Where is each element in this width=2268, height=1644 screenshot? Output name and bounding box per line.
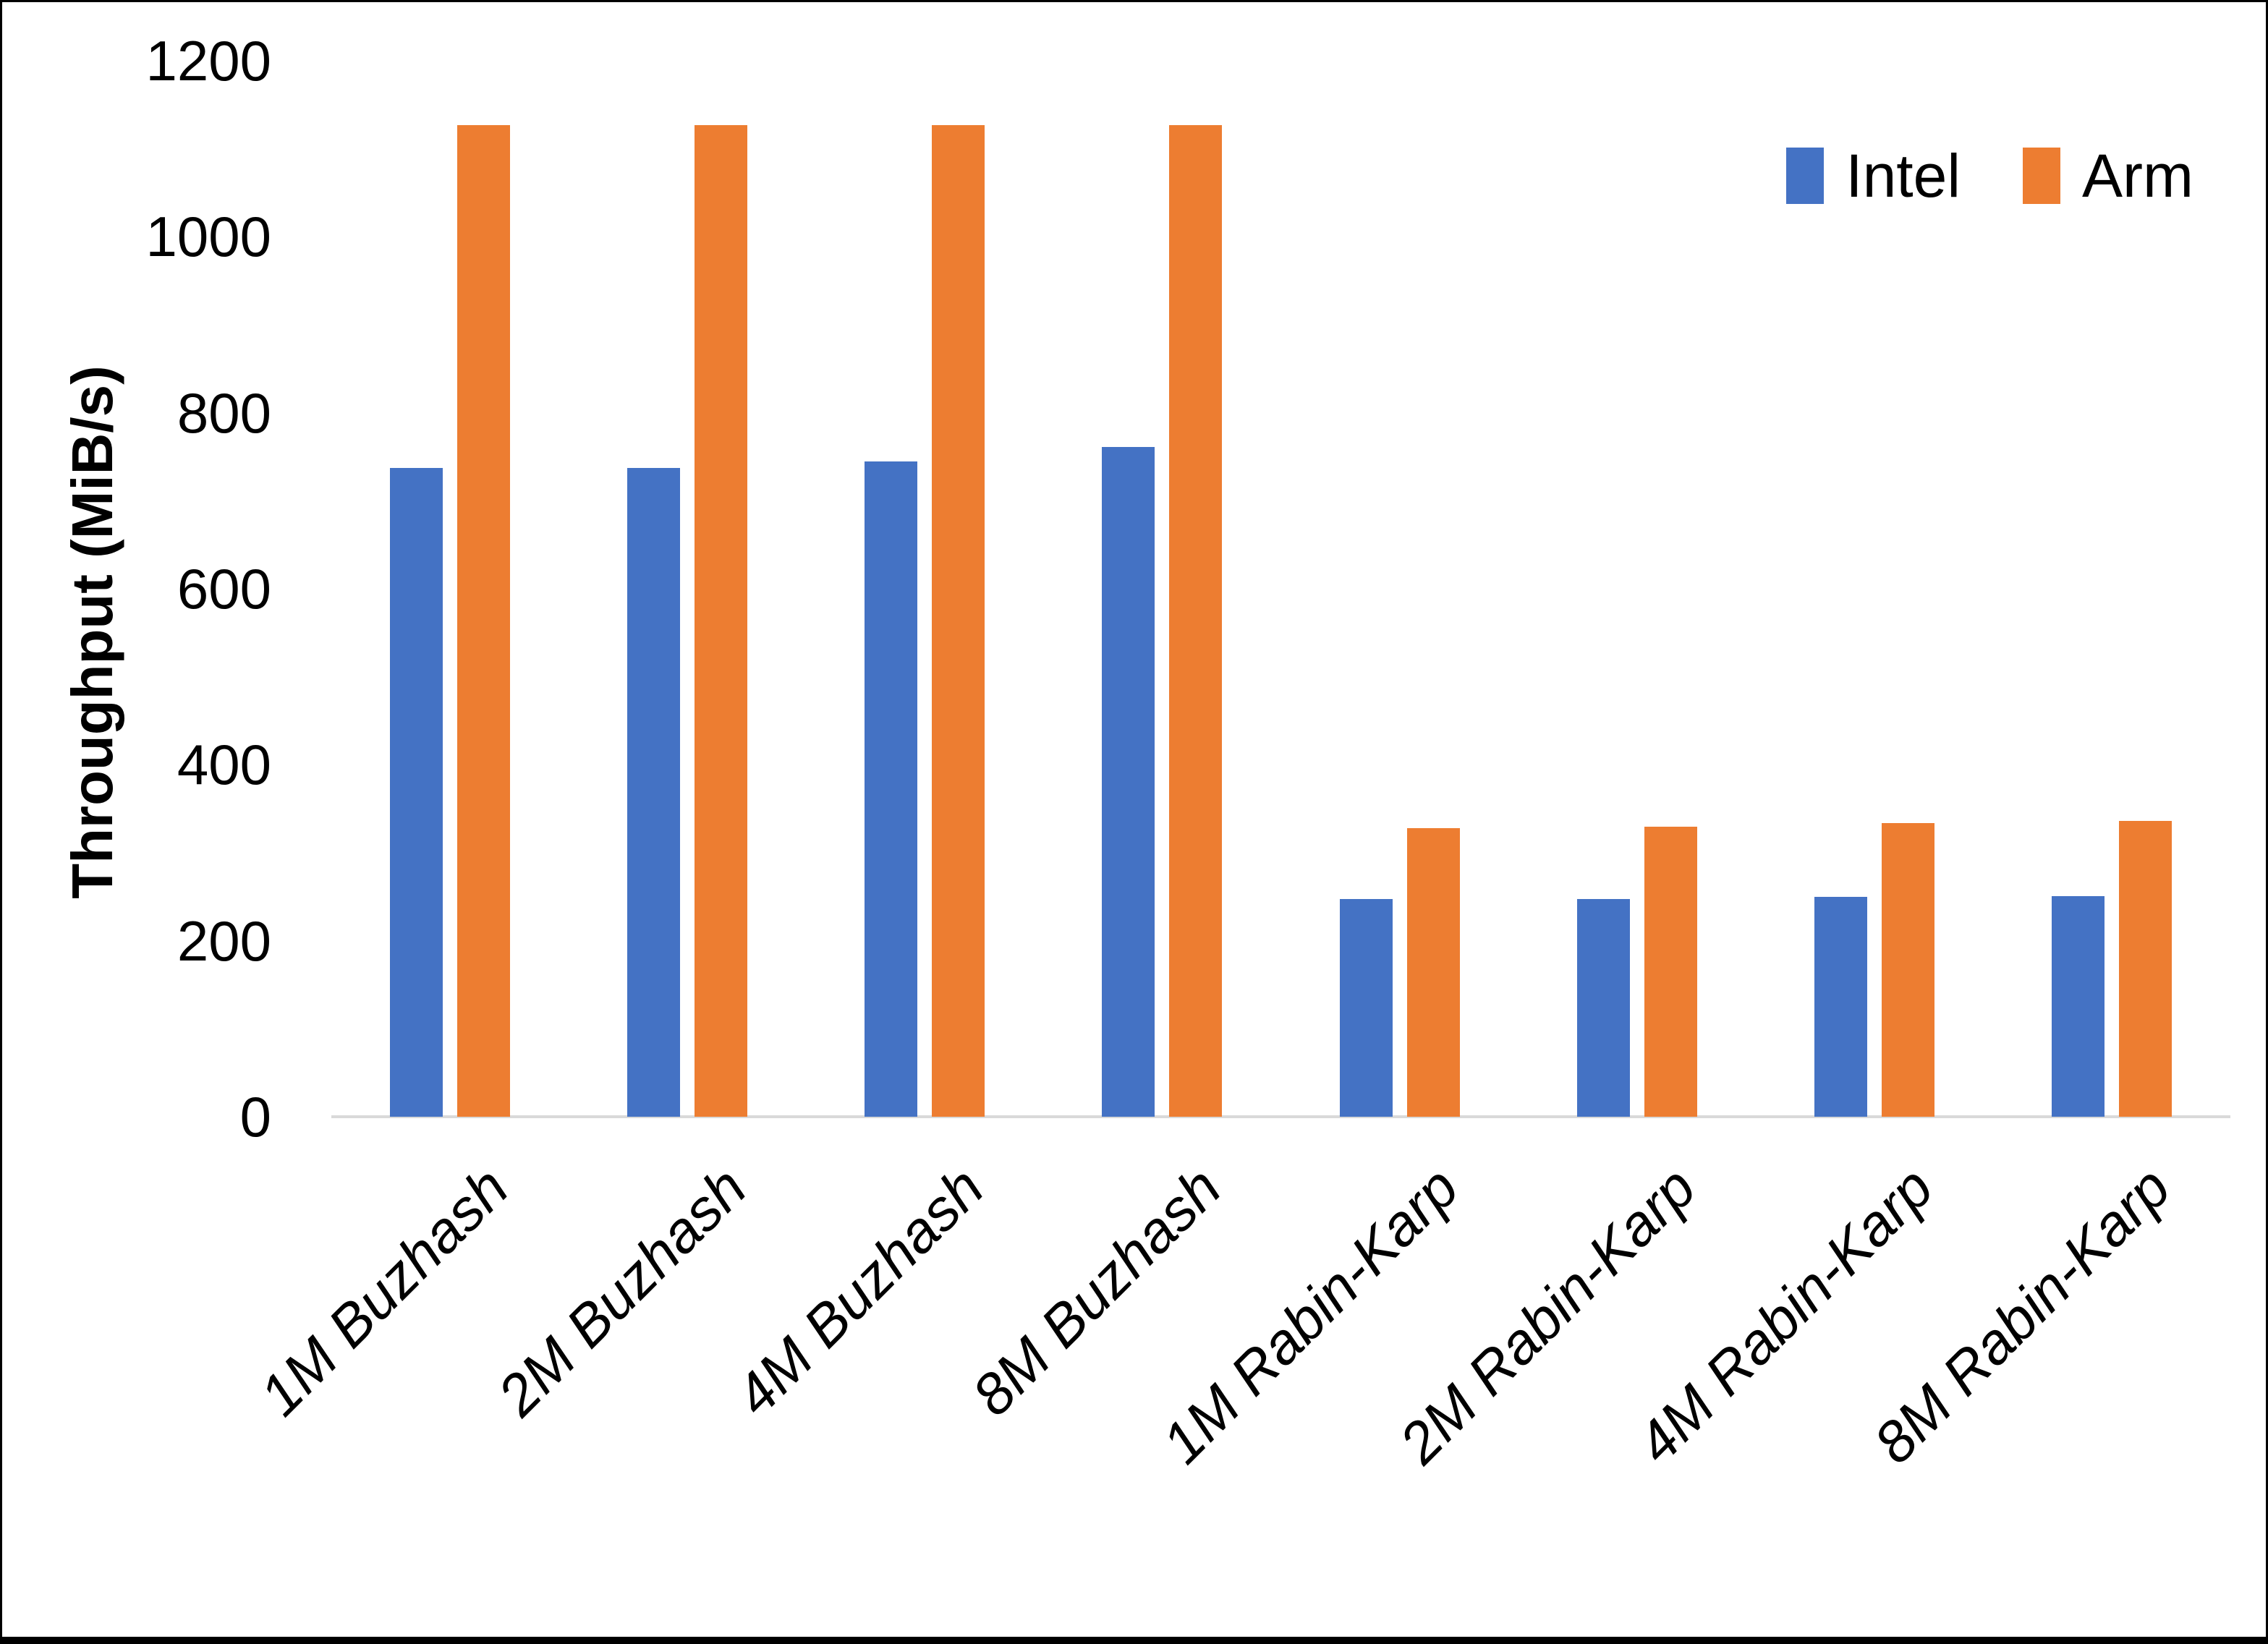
y-tick-label: 600 xyxy=(177,557,271,621)
bar-intel-1m-rabin-karp xyxy=(1339,899,1393,1117)
x-tick-label-4m-buzhash: 4M Buzhash xyxy=(722,1154,995,1428)
y-tick-label: 800 xyxy=(177,380,271,445)
x-tick-label-2m-buzhash: 2M Buzhash xyxy=(485,1154,758,1428)
x-axis-line xyxy=(331,1115,2230,1118)
bar-arm-8m-buzhash xyxy=(1169,124,1223,1117)
y-tick-label: 200 xyxy=(177,908,271,973)
y-tick-label: 1200 xyxy=(145,29,271,93)
bar-intel-1m-buzhash xyxy=(390,468,443,1117)
bar-arm-1m-buzhash xyxy=(457,124,511,1117)
bar-arm-1m-rabin-karp xyxy=(1406,827,1460,1117)
y-tick-label: 1000 xyxy=(145,205,271,269)
legend-label-arm: Arm xyxy=(2082,142,2193,210)
x-tick-label-1m-buzhash: 1M Buzhash xyxy=(247,1154,521,1428)
bar-intel-2m-rabin-karp xyxy=(1576,899,1630,1117)
legend-item-arm: Arm xyxy=(2023,145,2193,206)
bar-intel-4m-buzhash xyxy=(865,461,918,1117)
legend-marker-intel xyxy=(1786,148,1825,204)
bar-arm-4m-buzhash xyxy=(932,124,985,1117)
y-tick-label: 400 xyxy=(177,733,271,797)
legend-item-intel: Intel xyxy=(1786,145,1961,206)
bar-intel-8m-buzhash xyxy=(1102,447,1155,1117)
legend-marker-arm xyxy=(2023,148,2061,204)
legend: Intel Arm xyxy=(1786,145,2193,206)
bar-arm-2m-rabin-karp xyxy=(1644,826,1697,1117)
bar-arm-8m-rabin-karp xyxy=(2118,821,2172,1117)
bar-arm-2m-buzhash xyxy=(695,124,748,1117)
legend-label-intel: Intel xyxy=(1846,142,1961,210)
bar-arm-4m-rabin-karp xyxy=(1881,822,1934,1117)
y-tick-label: 0 xyxy=(239,1085,271,1149)
bar-intel-2m-buzhash xyxy=(627,468,681,1117)
bar-intel-4m-rabin-karp xyxy=(1814,896,1867,1117)
bar-intel-8m-rabin-karp xyxy=(2051,895,2105,1117)
